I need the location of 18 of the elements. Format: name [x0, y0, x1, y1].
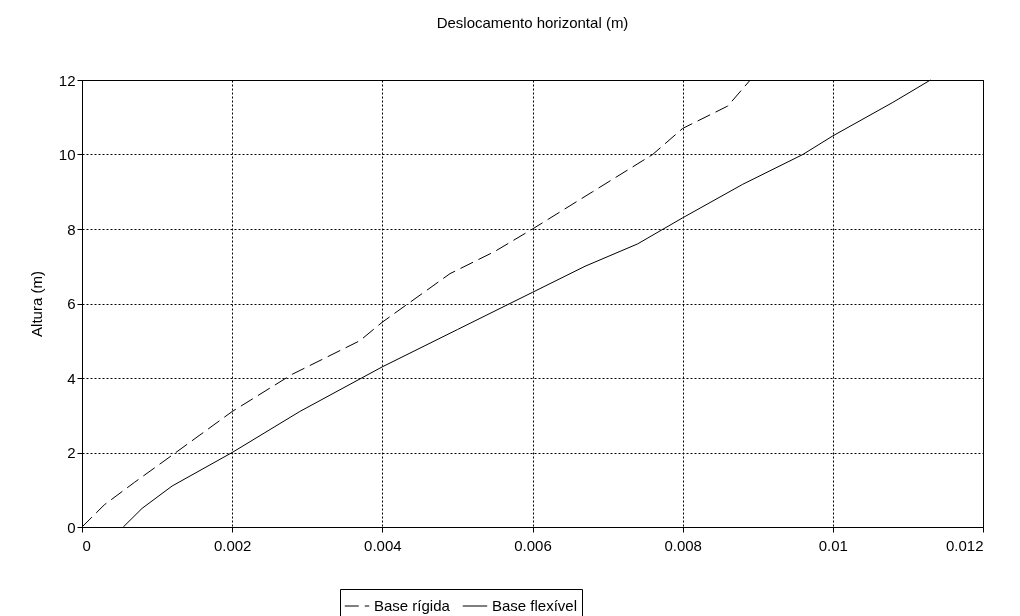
x-tick-label: 0	[82, 536, 91, 554]
legend-label: Base rígida	[374, 597, 451, 614]
x-tick-label: 0.002	[213, 536, 252, 554]
x-tick-label: 0.008	[664, 536, 702, 554]
y-tick-label: 8	[67, 220, 76, 238]
legend-label: Base flexível	[492, 597, 578, 614]
x-tick-label: 0.012	[945, 536, 984, 554]
y-tick-label: 10	[58, 146, 76, 163]
x-tick-label: 0.01	[818, 536, 848, 554]
y-tick-label: 6	[67, 295, 76, 312]
y-tick-label: 2	[67, 444, 76, 461]
chart-title: Deslocamento horizontal (m)	[436, 14, 629, 31]
x-tick-label: 0.006	[514, 536, 552, 554]
x-tick-label: 0.004	[364, 536, 402, 554]
y-axis-title: Altura (m)	[27, 271, 45, 337]
y-tick-label: 4	[67, 369, 76, 387]
y-tick-label: 0	[67, 518, 76, 536]
y-tick-label: 12	[58, 71, 76, 89]
